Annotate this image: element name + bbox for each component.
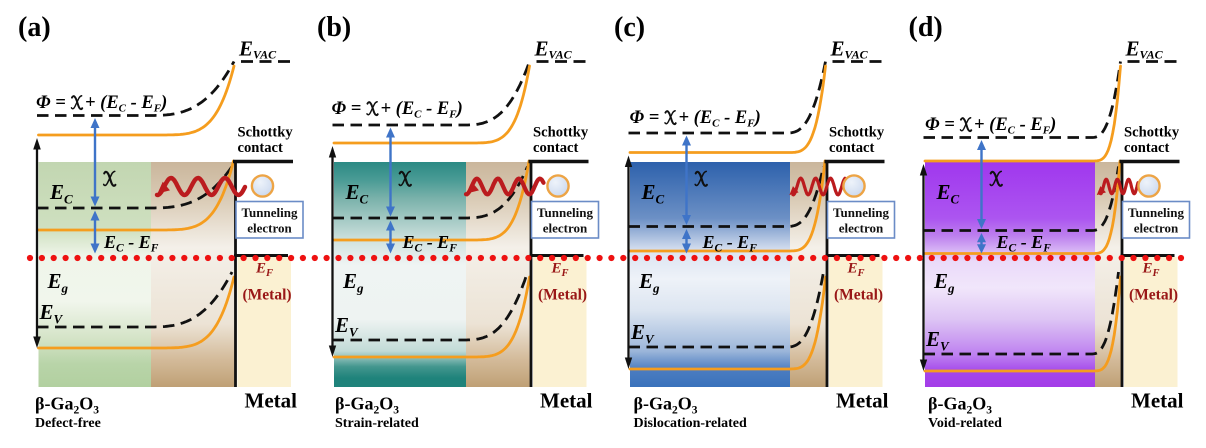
svg-text:Tunneling: Tunneling: [833, 205, 889, 220]
svg-text:Schottky: Schottky: [238, 125, 294, 141]
svg-text:Strain-related: Strain-related: [335, 416, 419, 431]
svg-text:Φ =: Φ =: [332, 99, 362, 119]
svg-text:β-Ga2O3: β-Ga2O3: [35, 394, 99, 417]
svg-text:Defect-free: Defect-free: [35, 416, 101, 431]
svg-text:EC - EF: EC - EF: [996, 232, 1052, 255]
svg-text:EVAC: EVAC: [534, 37, 573, 62]
svg-text:Metal: Metal: [836, 389, 889, 413]
svg-text:EVAC: EVAC: [1125, 37, 1164, 62]
svg-text:Metal: Metal: [1131, 389, 1184, 413]
svg-text:Void-related: Void-related: [928, 416, 1002, 431]
svg-text:β-Ga2O3: β-Ga2O3: [928, 394, 992, 417]
svg-text:(c): (c): [614, 12, 645, 43]
svg-text:(Metal): (Metal): [538, 287, 587, 304]
svg-text:contact: contact: [533, 140, 579, 156]
svg-text:EVAC: EVAC: [830, 37, 869, 62]
svg-text:Φ =: Φ =: [630, 108, 660, 128]
svg-text:Dislocation-related: Dislocation-related: [634, 416, 747, 431]
svg-text:(b): (b): [317, 12, 351, 43]
svg-text:Φ =: Φ =: [36, 93, 66, 113]
svg-text:(a): (a): [18, 12, 51, 43]
svg-text:(Metal): (Metal): [1129, 287, 1178, 304]
svg-text:β-Ga2O3: β-Ga2O3: [634, 394, 698, 417]
svg-text:contact: contact: [829, 140, 875, 156]
svg-text:electron: electron: [247, 221, 292, 236]
svg-text:EC - EF: EC - EF: [103, 232, 159, 255]
svg-text:Schottky: Schottky: [533, 125, 589, 141]
svg-text:+ (EC - EF): + (EC - EF): [974, 115, 1056, 137]
svg-text:EVAC: EVAC: [238, 37, 277, 62]
svg-text:(Metal): (Metal): [834, 287, 883, 304]
svg-text:(Metal): (Metal): [243, 287, 292, 304]
svg-text:contact: contact: [238, 140, 284, 156]
svg-text:electron: electron: [1134, 221, 1179, 236]
svg-text:(d): (d): [909, 12, 943, 43]
svg-text:+ (EC - EF): + (EC - EF): [679, 108, 761, 130]
svg-text:Schottky: Schottky: [829, 125, 885, 141]
svg-text:Schottky: Schottky: [1124, 125, 1180, 141]
svg-text:EC - EF: EC - EF: [402, 232, 458, 255]
svg-text:Tunneling: Tunneling: [537, 205, 593, 220]
svg-text:Metal: Metal: [540, 389, 593, 413]
svg-text:electron: electron: [543, 221, 588, 236]
svg-text:+ (EC - EF): + (EC - EF): [381, 99, 463, 121]
svg-text:EC - EF: EC - EF: [702, 232, 758, 255]
svg-text:Φ =: Φ =: [925, 115, 955, 135]
svg-text:Tunneling: Tunneling: [1128, 205, 1184, 220]
svg-text:β-Ga2O3: β-Ga2O3: [335, 394, 399, 417]
svg-text:+ (EC - EF): + (EC - EF): [85, 93, 167, 115]
svg-text:Tunneling: Tunneling: [242, 205, 298, 220]
svg-text:Metal: Metal: [245, 389, 298, 413]
svg-text:contact: contact: [1124, 140, 1170, 156]
svg-text:electron: electron: [839, 221, 884, 236]
